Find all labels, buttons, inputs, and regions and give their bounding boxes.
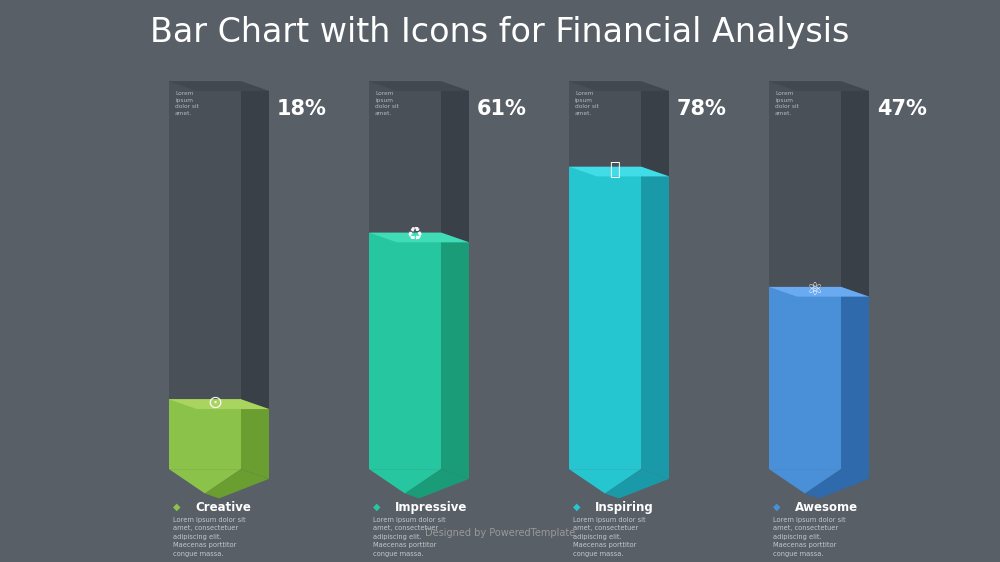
Polygon shape [841,287,869,479]
Polygon shape [569,469,641,493]
Text: ⚛: ⚛ [807,282,823,300]
Polygon shape [369,81,441,233]
Polygon shape [769,287,869,297]
Text: 18%: 18% [277,99,327,119]
Polygon shape [369,233,469,242]
Polygon shape [441,233,469,479]
Polygon shape [405,469,469,498]
Text: Bar Chart with Icons for Financial Analysis: Bar Chart with Icons for Financial Analy… [150,16,850,49]
Polygon shape [169,81,269,91]
Polygon shape [569,81,669,91]
Polygon shape [369,469,441,493]
Text: Lorem ipsum dolor sit
amet, consectetuer
adipiscing elit.
Maecenas porttitor
con: Lorem ipsum dolor sit amet, consectetuer… [573,517,646,557]
Text: ◆: ◆ [173,502,180,512]
Polygon shape [641,167,669,479]
Text: 61%: 61% [477,99,527,119]
Text: Awesome: Awesome [795,501,858,514]
Text: Lorem
ipsum
dolor sit
amet.: Lorem ipsum dolor sit amet. [575,91,599,116]
Polygon shape [241,400,269,479]
Text: ⊙: ⊙ [207,394,222,412]
Text: Creative: Creative [195,501,251,514]
Polygon shape [805,469,869,498]
Polygon shape [769,287,841,469]
Polygon shape [569,81,641,167]
Text: Lorem ipsum dolor sit
amet, consectetuer
adipiscing elit.
Maecenas porttitor
con: Lorem ipsum dolor sit amet, consectetuer… [373,517,446,557]
Polygon shape [769,81,841,287]
Polygon shape [169,400,241,469]
Polygon shape [641,81,669,176]
Text: Inspiring: Inspiring [595,501,654,514]
Text: Lorem ipsum dolor sit
amet, consectetuer
adipiscing elit.
Maecenas porttitor
con: Lorem ipsum dolor sit amet, consectetuer… [173,517,246,557]
Text: ◆: ◆ [573,502,580,512]
Polygon shape [205,469,269,498]
Text: Impressive: Impressive [395,501,467,514]
Text: Designed by PoweredTemplate: Designed by PoweredTemplate [425,528,575,538]
Polygon shape [569,167,669,176]
Polygon shape [441,81,469,242]
Polygon shape [769,81,869,91]
Polygon shape [605,469,669,498]
Text: 47%: 47% [877,99,927,119]
Text: Lorem
ipsum
dolor sit
amet.: Lorem ipsum dolor sit amet. [175,91,199,116]
Text: ♻: ♻ [407,227,423,245]
Text: Lorem
ipsum
dolor sit
amet.: Lorem ipsum dolor sit amet. [375,91,399,116]
Polygon shape [169,469,241,493]
Text: 78%: 78% [677,99,727,119]
Text: Lorem
ipsum
dolor sit
amet.: Lorem ipsum dolor sit amet. [775,91,799,116]
Text: Lorem ipsum dolor sit
amet, consectetuer
adipiscing elit.
Maecenas porttitor
con: Lorem ipsum dolor sit amet, consectetuer… [773,517,846,557]
Text: 🌱: 🌱 [609,161,620,179]
Polygon shape [169,400,269,409]
Polygon shape [169,81,241,400]
Polygon shape [241,81,269,409]
Polygon shape [569,167,641,469]
Polygon shape [769,469,841,493]
Polygon shape [369,233,441,469]
Polygon shape [369,81,469,91]
Text: ◆: ◆ [373,502,380,512]
Polygon shape [841,81,869,297]
Text: ◆: ◆ [773,502,780,512]
